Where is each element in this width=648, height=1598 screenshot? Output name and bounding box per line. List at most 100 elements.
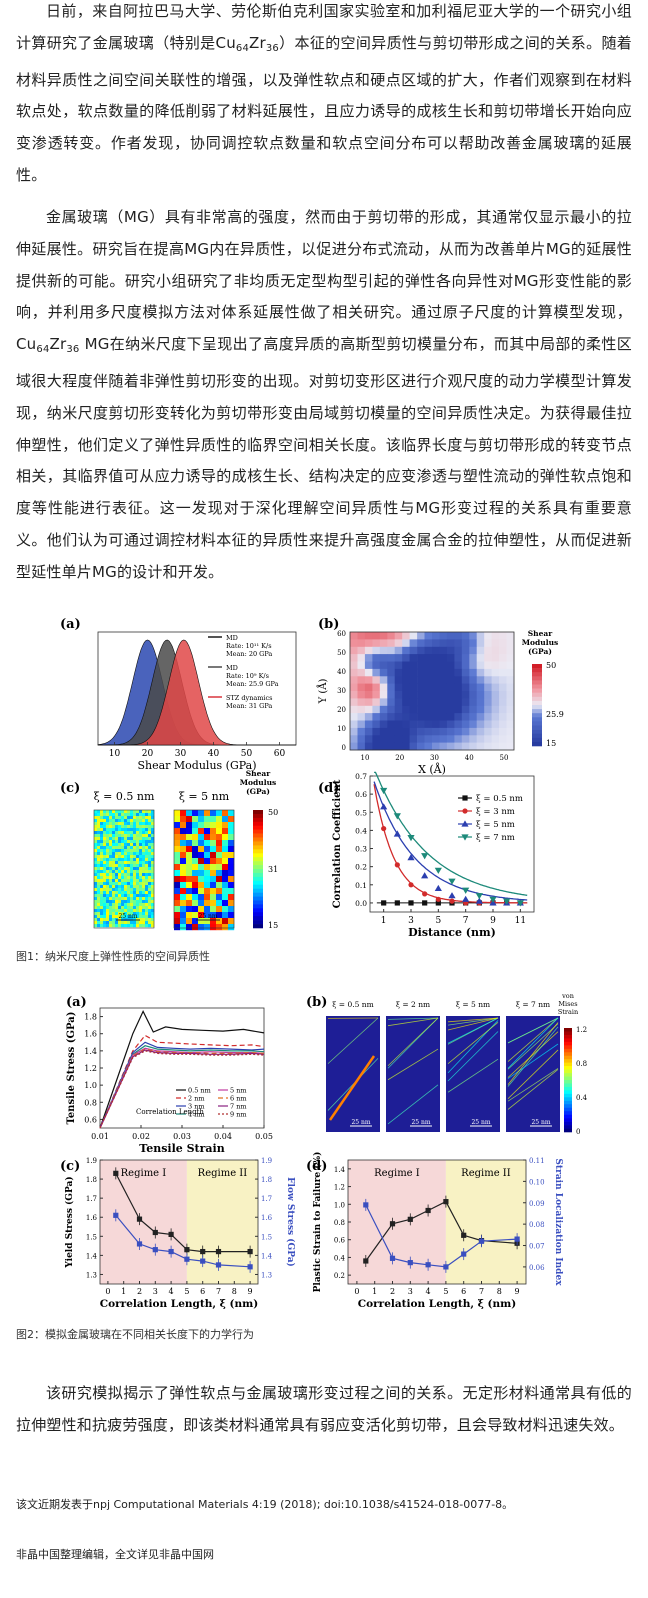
fig1c-cell bbox=[198, 822, 205, 829]
fig1c-cell bbox=[136, 819, 140, 823]
fig1c-cell bbox=[130, 900, 134, 904]
fig1b-cell bbox=[417, 713, 425, 721]
fig1b-cell bbox=[491, 698, 500, 707]
fig1c-cell bbox=[148, 882, 152, 886]
fig1c-cell bbox=[228, 834, 235, 841]
fig2b-colorbar-seg bbox=[564, 1083, 572, 1088]
fig1b-cell bbox=[379, 735, 388, 743]
fig1c-cell bbox=[204, 924, 211, 931]
fig2d-xtick-label: 0 bbox=[354, 1287, 359, 1296]
fig1c-cell bbox=[112, 882, 116, 886]
fig1d-point bbox=[489, 896, 497, 903]
fig1c-cell bbox=[148, 831, 152, 835]
fig1b-cell bbox=[446, 654, 455, 662]
fig1c-cell bbox=[112, 876, 116, 880]
fig1c-cell bbox=[112, 900, 116, 904]
fig1c-cell bbox=[109, 870, 113, 874]
fig1b-colorbar-tick: 25.9 bbox=[546, 710, 564, 719]
fig1c-cell bbox=[133, 897, 137, 901]
fig1c-cell bbox=[100, 822, 104, 826]
fig1c-cell bbox=[109, 858, 113, 862]
fig2a-xtick-label: 0.04 bbox=[214, 1132, 232, 1141]
fig1c-cell bbox=[109, 849, 113, 853]
fig1c-cell bbox=[130, 924, 134, 928]
fig1c-cell bbox=[130, 843, 134, 847]
fig1c-cell bbox=[109, 867, 113, 871]
fig1c-cell bbox=[139, 828, 143, 832]
fig1c-cell bbox=[142, 837, 146, 841]
fig1c-cell bbox=[186, 882, 193, 889]
fig2c-series-0 bbox=[115, 1173, 251, 1253]
fig1c-cell bbox=[136, 810, 140, 814]
fig1b-cell bbox=[424, 683, 433, 692]
fig1b-cell bbox=[417, 654, 425, 662]
fig1c-colorbar-tick: 31 bbox=[268, 865, 278, 874]
fig2d-point bbox=[514, 1236, 520, 1242]
fig1d-legend-text-1: ξ = 3 nm bbox=[476, 807, 515, 817]
fig2a-ytick-label: 0.8 bbox=[84, 1098, 97, 1107]
fig1c-cell bbox=[94, 894, 98, 898]
fig1b-cell bbox=[402, 705, 410, 714]
fig2d-ytick-label: 0.2 bbox=[334, 1272, 345, 1280]
fig1c-cell bbox=[151, 840, 155, 844]
fig2b-colorbar-seg bbox=[564, 1114, 572, 1119]
fig2b-colorbar-seg bbox=[564, 1073, 572, 1077]
fig1d-point bbox=[394, 862, 400, 868]
fig2b-band bbox=[507, 1022, 559, 1085]
fig1c-cell bbox=[145, 846, 149, 850]
fig1c-cell bbox=[204, 882, 211, 889]
fig1c-cell bbox=[174, 810, 181, 817]
fig1c-cell bbox=[180, 810, 187, 817]
fig1b-cell bbox=[476, 691, 485, 699]
fig2b-colorbar-seg bbox=[564, 1069, 572, 1074]
fig1b-cell bbox=[432, 683, 440, 692]
fig1c-cell bbox=[118, 843, 122, 847]
fig1c-cell bbox=[186, 840, 193, 847]
fig1c-cell bbox=[106, 903, 110, 907]
fig1c-cell bbox=[106, 894, 110, 898]
fig1b-cell bbox=[484, 646, 492, 655]
fig2d-xtick-label: 1 bbox=[372, 1287, 377, 1296]
fig1b-cell bbox=[394, 683, 403, 692]
fig1c-cell bbox=[151, 870, 155, 874]
fig1c-cell bbox=[121, 879, 125, 883]
fig1b-cell bbox=[454, 654, 463, 662]
fig1c-cell bbox=[210, 828, 217, 835]
fig1c-cell bbox=[94, 831, 98, 835]
fig1c-cell bbox=[103, 864, 107, 868]
fig1d-point bbox=[393, 830, 401, 837]
fig1c-cell bbox=[174, 876, 181, 883]
fig1c-cell bbox=[127, 843, 131, 847]
fig1b-cell bbox=[402, 713, 410, 721]
fig1b-cell bbox=[484, 720, 492, 729]
fig1c-cell bbox=[121, 828, 125, 832]
fig1c-cell bbox=[106, 828, 110, 832]
fig1c-cell bbox=[228, 846, 235, 853]
fig1b-colorbar-seg bbox=[532, 672, 542, 677]
fig1c-cell bbox=[115, 816, 119, 820]
fig1-label-a: (a) bbox=[60, 617, 81, 632]
fig1c-cell bbox=[228, 810, 235, 817]
fig1c-colorbar-seg bbox=[253, 861, 263, 866]
fig2c-point bbox=[200, 1258, 206, 1264]
fig1c-cell bbox=[118, 921, 122, 925]
fig1b-cell bbox=[491, 646, 500, 655]
fig1c-cell bbox=[198, 900, 205, 907]
fig1c-cell bbox=[121, 870, 125, 874]
fig1d-point bbox=[421, 872, 429, 879]
fig1c-cell bbox=[109, 918, 113, 922]
fig1b-cell bbox=[364, 705, 373, 714]
fig2c-point bbox=[184, 1247, 190, 1253]
fig1c-cell bbox=[210, 894, 217, 901]
fig1c-cell bbox=[127, 912, 131, 916]
fig1c-cell bbox=[127, 810, 131, 814]
fig1c-cell bbox=[109, 891, 113, 895]
fig1b-cell bbox=[499, 654, 507, 662]
fig2b-label-3: ξ = 7 nm bbox=[516, 1000, 550, 1009]
fig1c-cell bbox=[210, 888, 217, 895]
fig1b-cell bbox=[454, 632, 463, 640]
fig1b-cell bbox=[506, 646, 515, 655]
fig2b-colorbar-seg bbox=[564, 1041, 572, 1046]
fig1c-cell bbox=[118, 840, 122, 844]
fig1c-cell bbox=[222, 906, 229, 913]
